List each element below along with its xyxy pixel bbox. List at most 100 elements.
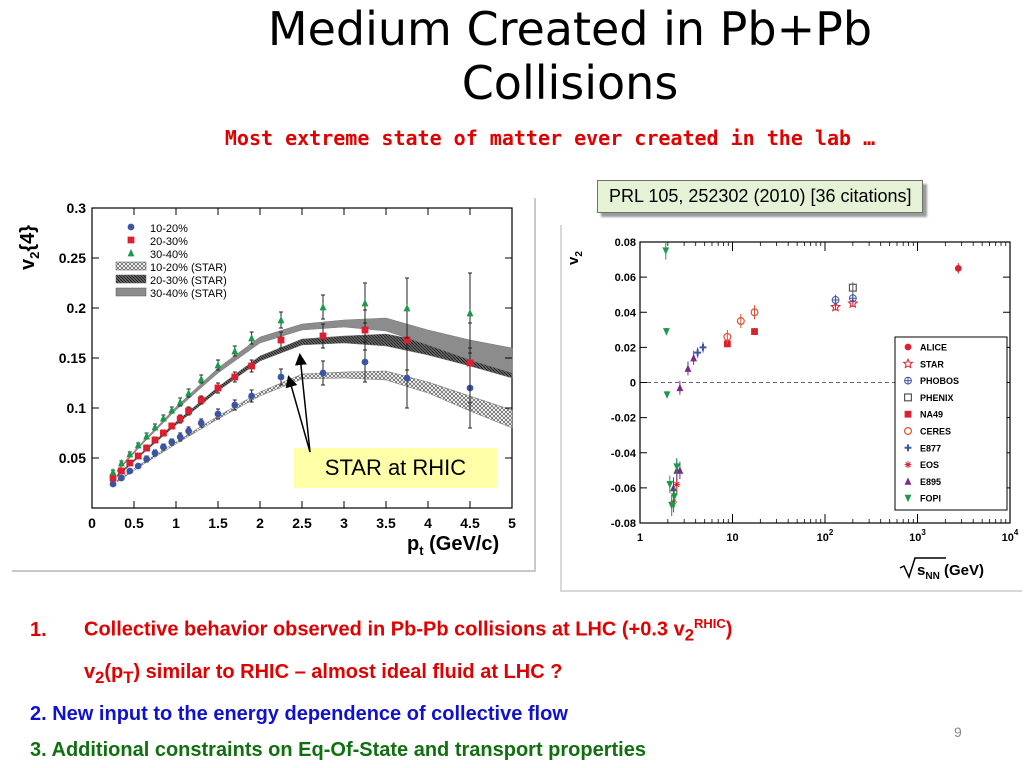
sqrt-symbol <box>899 557 946 580</box>
right-legend-label: PHENIX <box>920 393 954 403</box>
left-xtick-label: 0 <box>88 515 96 531</box>
left-data-point <box>248 334 255 342</box>
left-data-point <box>160 443 167 451</box>
right-legend-marker <box>904 393 913 402</box>
left-data-point <box>118 467 125 475</box>
right-data-point <box>670 498 677 506</box>
left-data-point <box>176 415 184 423</box>
right-legend-marker <box>904 427 913 436</box>
right-xtick-label: 102 <box>817 528 834 544</box>
right-data-point <box>676 383 684 392</box>
bullet-1-tail: ) <box>725 618 733 641</box>
left-ytick-label: 0.15 <box>59 350 86 366</box>
left-xaxis-label: pt (GeV/c) <box>407 533 499 558</box>
bullet-list: 1. Collective behavior observed in Pb-Pb … <box>30 606 980 768</box>
left-data-point <box>118 459 125 467</box>
right-data-point <box>847 297 859 309</box>
right-data-point <box>831 296 840 304</box>
bullet-1-sub: 2 <box>684 625 694 645</box>
left-data-point <box>176 433 184 441</box>
left-legend-label: 30-40% <box>150 249 188 261</box>
right-data-point <box>699 343 707 351</box>
left-data-point <box>361 326 369 334</box>
left-data-point <box>248 392 256 400</box>
right-data-point <box>668 502 676 510</box>
right-legend-label: E877 <box>920 443 941 453</box>
right-chart-panel: -0.08 -0.06 -0.04 -0.02 0 0.02 0.04 0.06 0.08 1 10… <box>560 225 1022 592</box>
left-legend-label: 10-20% <box>150 223 188 235</box>
left-data-point <box>403 336 411 344</box>
right-legend-marker <box>902 357 914 369</box>
left-data-point <box>319 332 327 340</box>
right-legend-label: CERES <box>920 427 951 437</box>
right-data-point <box>736 317 745 326</box>
left-data-point <box>134 462 142 470</box>
right-legend-marker <box>904 494 912 503</box>
left-data-point <box>143 444 150 452</box>
left-data-point <box>466 309 474 317</box>
right-ytick-label: -0.08 <box>611 518 636 530</box>
right-data-point <box>750 308 759 317</box>
bullet-3: 3. Additional constraints on Eq-Of-State… <box>30 738 646 761</box>
right-xtick-label: 10 <box>726 532 738 544</box>
left-ytick-label: 0.1 <box>67 400 87 416</box>
left-legend-label: 20-30% (STAR) <box>150 275 227 287</box>
right-ytick-label: -0.06 <box>611 483 636 495</box>
left-data-point <box>168 406 176 414</box>
left-xtick-label: 5 <box>508 515 516 531</box>
right-data-point <box>694 349 702 357</box>
left-data-point <box>143 455 151 463</box>
bullet-1-sup: RHIC <box>694 616 726 631</box>
right-series-ceres <box>723 305 759 344</box>
left-xtick-label: 4 <box>424 515 432 531</box>
left-data-point <box>231 347 239 355</box>
left-series-2 <box>109 309 474 482</box>
left-data-point <box>126 450 134 458</box>
right-data-point <box>670 493 678 501</box>
left-data-point <box>277 373 285 381</box>
right-legend-marker <box>904 477 912 485</box>
left-legend-marker <box>127 236 135 244</box>
right-ytick-label: -0.04 <box>611 448 637 460</box>
left-xtick-label: 0.5 <box>124 515 144 531</box>
right-legend-label: NA49 <box>920 410 943 420</box>
right-xtick-label: 103 <box>909 528 926 544</box>
right-data-point <box>663 328 670 336</box>
right-legend-marker <box>904 410 912 418</box>
left-data-point <box>248 362 255 370</box>
right-series-fopi <box>662 242 681 516</box>
left-legend: 10-20%20-30%30-40%10-20% (STAR)20-30% (S… <box>115 223 227 300</box>
right-data-point <box>662 247 670 255</box>
left-data-point <box>176 398 184 406</box>
right-data-point <box>676 466 684 474</box>
right-ytick-label: -0.02 <box>611 413 636 425</box>
right-legend-label: FOPI <box>920 494 941 504</box>
left-series-1 <box>109 341 474 488</box>
left-data-point <box>361 299 369 307</box>
left-yaxis-label: v2{4} <box>17 225 42 270</box>
left-data-point <box>231 373 239 381</box>
right-data-point <box>663 391 671 399</box>
star-band-1 <box>116 370 513 483</box>
right-xtick-label: 104 <box>1002 528 1019 544</box>
left-data-point <box>109 480 117 488</box>
right-series-alice <box>954 263 962 274</box>
v2-vs-pt-chart: 0.05 0.1 0.15 0.2 0.25 0.3 0 0.5 1 1.5 2 2.5 3 3.5 4 4.… <box>17 200 516 558</box>
left-data-point <box>126 467 134 475</box>
right-series-phenix <box>848 282 857 293</box>
right-legend-label: STAR <box>920 359 944 369</box>
bullet-1-number: 1. <box>30 618 47 641</box>
left-data-point <box>319 303 327 311</box>
left-ytick-label: 0.25 <box>59 250 86 266</box>
left-xtick-label: 2 <box>256 515 264 531</box>
left-xtick-label: 3.5 <box>376 515 396 531</box>
left-data-point <box>185 389 192 397</box>
left-xtick-label: 1.5 <box>208 515 228 531</box>
left-data-point <box>134 452 142 460</box>
bullet-1-text: Collective behavior observed in Pb-Pb co… <box>84 618 685 641</box>
bullet-2: 2. New input to the energy dependence of… <box>30 702 568 725</box>
left-series-3 <box>109 272 474 476</box>
left-data-point <box>143 432 150 440</box>
bullet-1b-text-b: (p <box>104 660 124 683</box>
bullet-1b-sub-a: 2 <box>95 667 105 687</box>
